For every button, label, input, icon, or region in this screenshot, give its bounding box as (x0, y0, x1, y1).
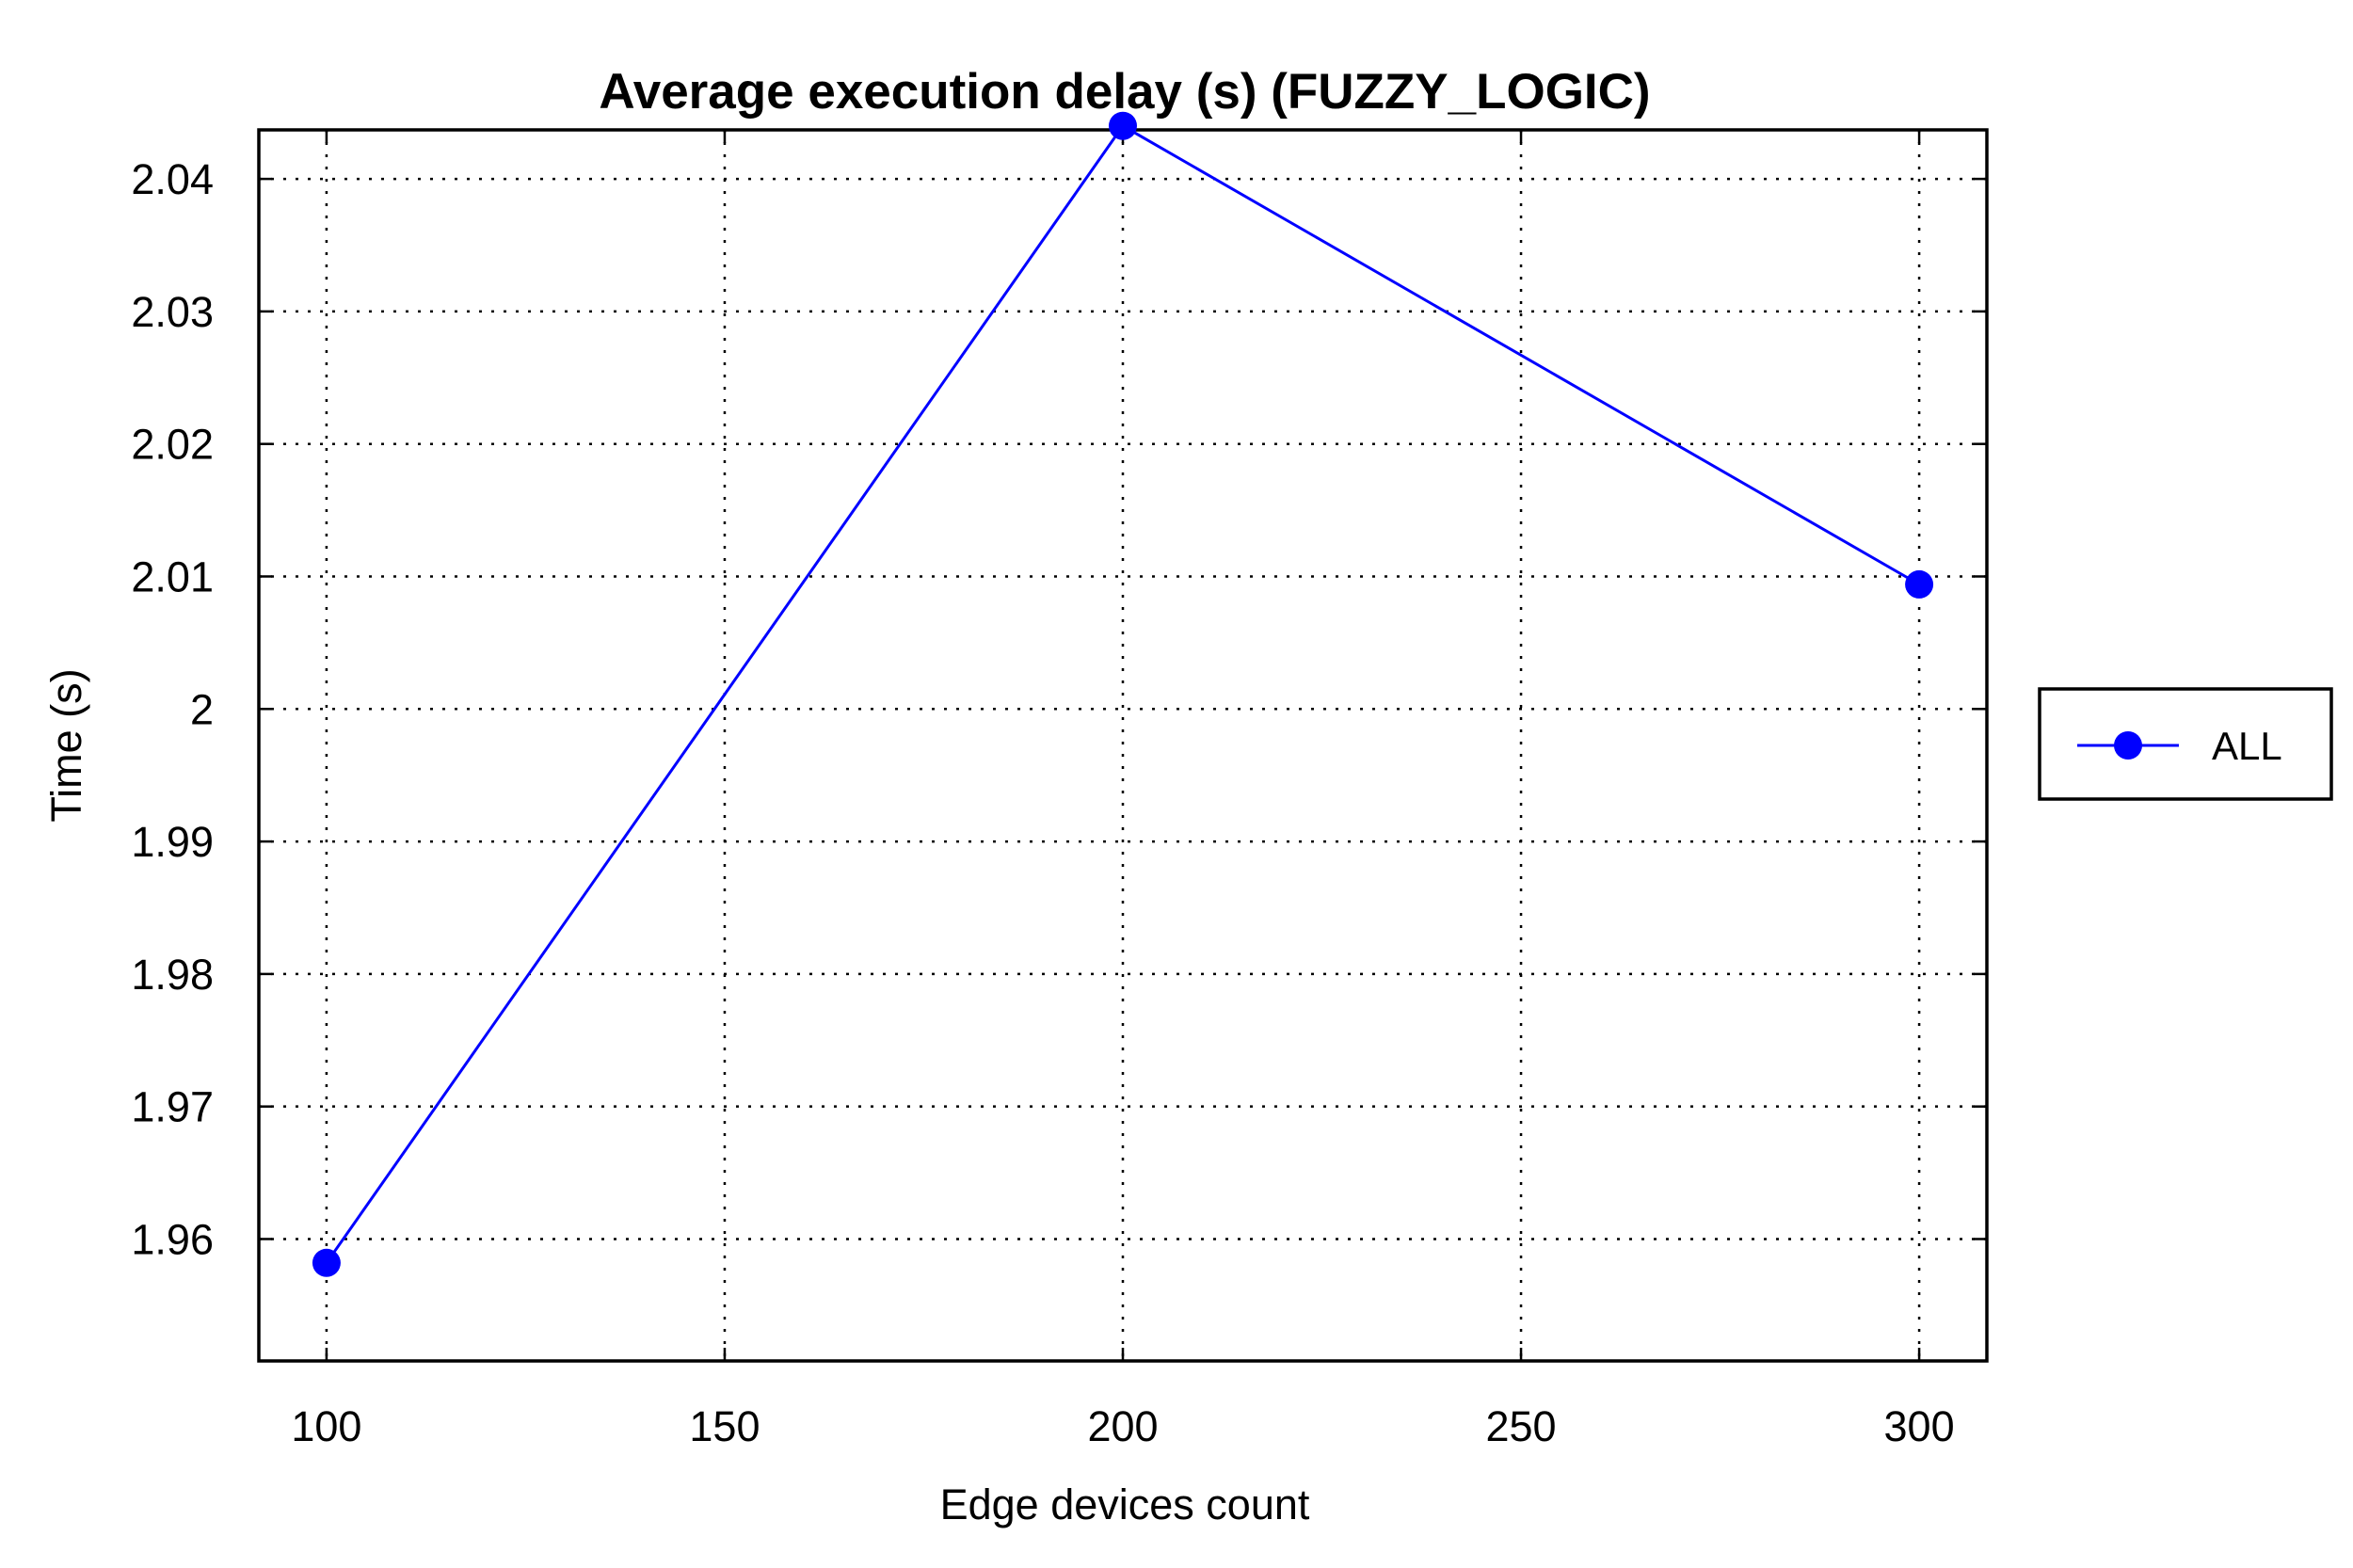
y-tick-labels: 1.96 1.97 1.98 1.99 2 2.01 2.02 2.03 2.04 (131, 155, 214, 1263)
legend: ALL (2038, 687, 2333, 801)
data-point (1905, 569, 1934, 599)
x-tick-labels: 100 150 200 250 300 (291, 1402, 1954, 1450)
x-tick-label: 200 (1087, 1402, 1158, 1450)
y-tick-label: 1.99 (131, 818, 214, 866)
legend-marker-all (2114, 731, 2142, 760)
y-tick-label: 2.03 (131, 288, 214, 336)
y-tick-label: 2.02 (131, 421, 214, 469)
legend-label-all: ALL (2212, 724, 2282, 768)
y-tick-label: 2 (190, 685, 214, 733)
y-tick-label: 1.96 (131, 1215, 214, 1263)
y-tick-label: 1.97 (131, 1083, 214, 1131)
x-tick-label: 250 (1485, 1402, 1556, 1450)
x-tick-label: 150 (689, 1402, 760, 1450)
y-tick-label: 2.01 (131, 552, 214, 600)
x-axis-label: Edge devices count (940, 1480, 1310, 1528)
series-all (312, 111, 1934, 1277)
y-axis-label: Time (s) (42, 668, 90, 822)
chart-title: Average execution delay (s) (FUZZY_LOGIC… (599, 64, 1650, 120)
y-tick-label: 2.04 (131, 155, 214, 203)
y-tick-label: 1.98 (131, 951, 214, 999)
data-point (1109, 111, 1137, 140)
x-tick-label: 300 (1884, 1402, 1955, 1450)
x-tick-label: 100 (291, 1402, 361, 1450)
data-point (312, 1248, 341, 1277)
